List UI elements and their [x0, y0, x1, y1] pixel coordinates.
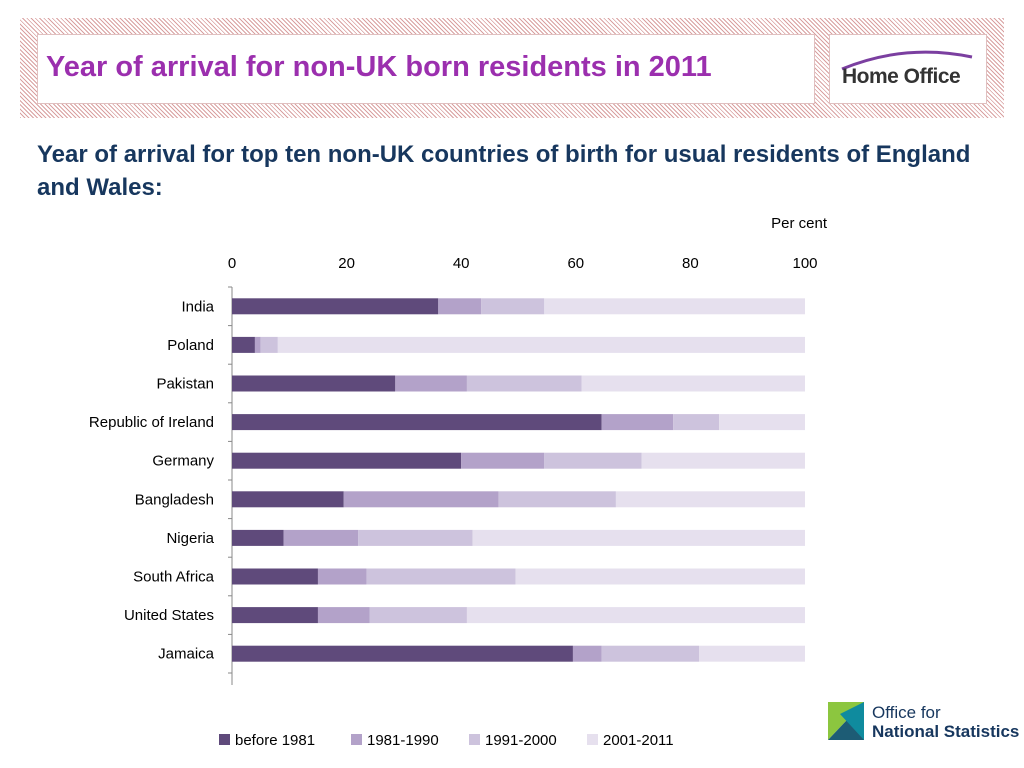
- ons-logo-icon: [828, 702, 864, 740]
- bar-segment: [317, 607, 370, 624]
- bar-segment: [438, 298, 482, 315]
- bar-segment: [232, 452, 462, 469]
- bar-segment: [232, 607, 318, 624]
- page-title: Year of arrival for non-UK born resident…: [46, 51, 712, 83]
- bar-segment: [472, 529, 805, 546]
- category-label: Pakistan: [156, 376, 214, 393]
- legend-swatch: [219, 734, 230, 745]
- x-tick-label: 0: [228, 255, 236, 272]
- bar-segment: [601, 414, 674, 431]
- bar-segment: [615, 491, 805, 508]
- legend-label: before 1981: [235, 732, 315, 749]
- category-label: India: [181, 298, 214, 315]
- bar-segment: [232, 375, 396, 392]
- category-label: United States: [124, 607, 214, 624]
- legend-swatch: [351, 734, 362, 745]
- bar-segment: [515, 568, 805, 585]
- legend-swatch: [587, 734, 598, 745]
- home-office-logo: Home Office: [829, 34, 987, 104]
- bar-segment: [232, 568, 318, 585]
- bar-segment: [260, 336, 278, 353]
- bar-segment: [461, 452, 545, 469]
- bar-segment: [481, 298, 545, 315]
- bar-segment: [581, 375, 805, 392]
- bar-segment: [343, 491, 499, 508]
- x-tick-label: 80: [682, 255, 699, 272]
- legend-label: 2001-2011: [603, 732, 674, 749]
- bar-segment: [232, 414, 602, 431]
- category-label: Nigeria: [166, 530, 214, 547]
- bar-segment: [544, 452, 642, 469]
- bar-segment: [283, 529, 359, 546]
- category-label: Poland: [167, 337, 214, 354]
- bar-segment: [673, 414, 720, 431]
- bar-segment: [232, 645, 573, 662]
- bar-segment: [369, 607, 467, 624]
- bar-segment: [317, 568, 367, 585]
- category-label: Jamaica: [158, 646, 215, 663]
- x-tick-label: 20: [338, 255, 355, 272]
- bar-segment: [719, 414, 805, 431]
- bar-segment: [232, 336, 255, 353]
- bar-segment: [232, 491, 344, 508]
- unit-label: Per cent: [771, 215, 828, 232]
- bar-segment: [641, 452, 805, 469]
- logo-arc-icon: [841, 50, 973, 71]
- category-label: South Africa: [133, 569, 215, 586]
- ons-line-2: National Statistics: [872, 722, 1020, 741]
- category-label: Republic of Ireland: [89, 414, 214, 431]
- bar-segment: [572, 645, 602, 662]
- bar-segment: [395, 375, 467, 392]
- legend-label: 1981-1990: [367, 732, 439, 749]
- bar-segment: [277, 336, 806, 353]
- ons-line-1: Office for: [872, 703, 941, 722]
- x-tick-label: 60: [567, 255, 584, 272]
- bar-segment: [232, 298, 439, 315]
- bar-segment: [254, 336, 261, 353]
- bar-segment: [366, 568, 516, 585]
- x-tick-label: 40: [453, 255, 470, 272]
- legend-label: 1991-2000: [485, 732, 557, 749]
- title-box: Year of arrival for non-UK born resident…: [37, 34, 815, 104]
- category-label: Germany: [152, 453, 214, 470]
- category-label: Bangladesh: [135, 491, 214, 508]
- bar-segment: [466, 607, 805, 624]
- chart-subtitle: Year of arrival for top ten non-UK count…: [37, 141, 971, 201]
- bar-segment: [466, 375, 582, 392]
- bar-segment: [232, 529, 284, 546]
- x-tick-label: 100: [792, 255, 817, 272]
- bar-segment: [358, 529, 473, 546]
- legend-swatch: [469, 734, 480, 745]
- logo-text: Home Office: [842, 65, 961, 88]
- ons-logo-text: Office for National Statistics: [872, 703, 1019, 741]
- bar-segment: [698, 645, 805, 662]
- bar-segment: [498, 491, 616, 508]
- bar-segment: [544, 298, 805, 315]
- bar-segment: [601, 645, 699, 662]
